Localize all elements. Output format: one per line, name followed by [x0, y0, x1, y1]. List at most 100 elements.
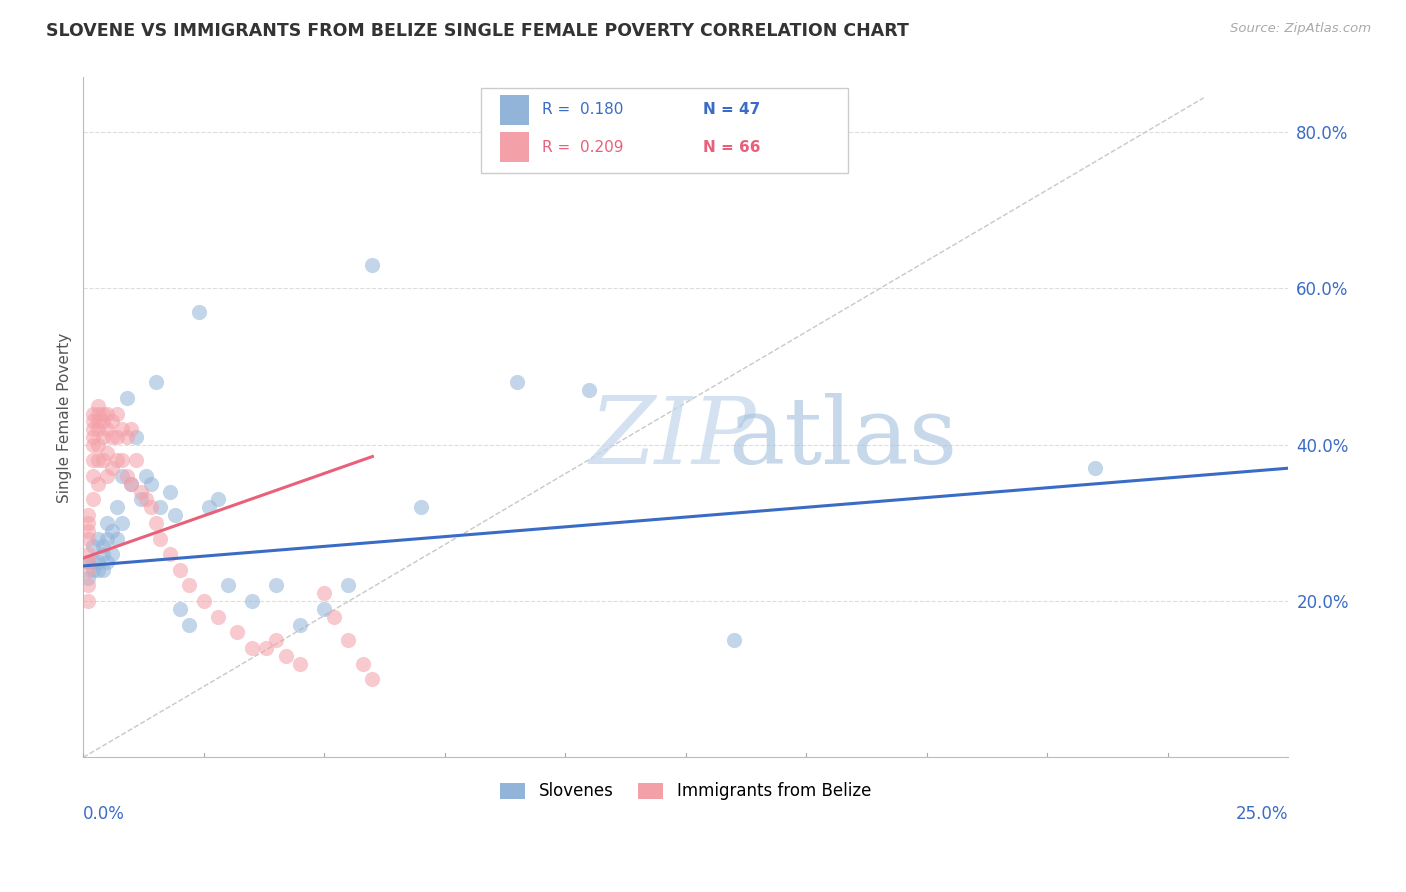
Point: [91, 407, 114, 421]
Point: [91, 430, 114, 444]
Point: [179, 617, 201, 632]
Point: [197, 500, 219, 515]
Point: [96, 469, 118, 483]
Point: [96, 407, 118, 421]
Point: [96, 445, 118, 459]
Point: [226, 625, 249, 640]
Point: [129, 492, 152, 507]
Text: 0.0%: 0.0%: [83, 805, 125, 823]
Point: [82, 453, 104, 467]
Point: [159, 547, 181, 561]
Point: [149, 532, 172, 546]
Point: [240, 640, 263, 655]
Point: [322, 609, 344, 624]
Point: [135, 469, 157, 483]
Point: [723, 633, 745, 648]
Text: R =  0.180: R = 0.180: [543, 102, 624, 117]
Point: [77, 594, 100, 608]
Point: [77, 547, 100, 561]
FancyBboxPatch shape: [501, 132, 529, 162]
Point: [101, 430, 124, 444]
Point: [77, 516, 100, 530]
Point: [240, 594, 263, 608]
Point: [105, 453, 128, 467]
Point: [77, 555, 100, 569]
Point: [77, 555, 100, 569]
Point: [121, 422, 143, 436]
Point: [87, 476, 110, 491]
Point: [121, 476, 143, 491]
Point: [105, 532, 128, 546]
Point: [1084, 461, 1107, 475]
Point: [115, 430, 138, 444]
Point: [105, 500, 128, 515]
Point: [207, 492, 229, 507]
Point: [254, 640, 277, 655]
Point: [111, 422, 134, 436]
Point: [96, 532, 118, 546]
Point: [264, 633, 287, 648]
Point: [87, 407, 110, 421]
Point: [82, 540, 104, 554]
Point: [82, 563, 104, 577]
Point: [288, 657, 311, 671]
Point: [101, 547, 124, 561]
Point: [87, 399, 110, 413]
Point: [87, 532, 110, 546]
Point: [87, 453, 110, 467]
Point: [145, 376, 167, 390]
Point: [87, 414, 110, 428]
Point: [77, 563, 100, 577]
Point: [129, 484, 152, 499]
Point: [314, 602, 336, 616]
Point: [288, 617, 311, 632]
Point: [77, 571, 100, 585]
Point: [96, 422, 118, 436]
Point: [77, 532, 100, 546]
Point: [115, 469, 138, 483]
Point: [149, 500, 172, 515]
Point: [187, 305, 209, 319]
Point: [135, 492, 157, 507]
Point: [217, 578, 239, 592]
Point: [91, 563, 114, 577]
Point: [82, 555, 104, 569]
Point: [139, 476, 162, 491]
Point: [77, 508, 100, 522]
Point: [105, 430, 128, 444]
Point: [578, 383, 600, 397]
Point: [87, 438, 110, 452]
Point: [111, 469, 134, 483]
Point: [77, 578, 100, 592]
Point: [82, 469, 104, 483]
Point: [169, 563, 191, 577]
Text: N = 66: N = 66: [703, 140, 761, 154]
Point: [111, 453, 134, 467]
FancyBboxPatch shape: [481, 87, 848, 173]
Point: [91, 453, 114, 467]
Point: [139, 500, 162, 515]
Point: [163, 508, 186, 522]
Point: [352, 657, 374, 671]
Point: [207, 609, 229, 624]
Point: [77, 524, 100, 538]
Text: atlas: atlas: [728, 392, 957, 483]
Text: R =  0.209: R = 0.209: [543, 140, 624, 154]
Point: [82, 492, 104, 507]
Y-axis label: Single Female Poverty: Single Female Poverty: [58, 333, 72, 502]
Point: [82, 430, 104, 444]
Point: [96, 555, 118, 569]
Point: [159, 484, 181, 499]
Point: [179, 578, 201, 592]
Point: [169, 602, 191, 616]
Legend: Slovenes, Immigrants from Belize: Slovenes, Immigrants from Belize: [494, 775, 877, 807]
Point: [125, 453, 148, 467]
Point: [82, 422, 104, 436]
Point: [506, 376, 529, 390]
Point: [96, 516, 118, 530]
Text: Source: ZipAtlas.com: Source: ZipAtlas.com: [1230, 22, 1371, 36]
Point: [87, 563, 110, 577]
Point: [91, 414, 114, 428]
Point: [409, 500, 432, 515]
FancyBboxPatch shape: [501, 95, 529, 125]
